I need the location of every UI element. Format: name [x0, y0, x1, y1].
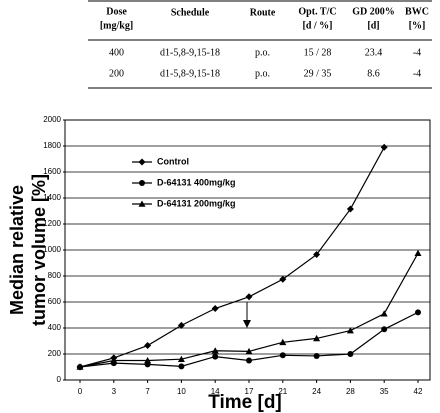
data-point: [211, 347, 219, 354]
legend-marker: [139, 180, 145, 186]
column-header: [%]: [409, 20, 426, 31]
x-tick-label: 28: [346, 387, 355, 396]
legend-label: D-64131 400mg/kg: [157, 177, 236, 187]
y-tick-label: 0: [57, 375, 62, 384]
y-tick-label: 1800: [43, 141, 61, 150]
table-cell: d1-5,8-9,15-18: [160, 47, 220, 58]
table-cell: -4: [413, 68, 421, 79]
annotation-arrow: [243, 302, 251, 328]
x-tick-label: 24: [312, 387, 321, 396]
y-tick-label: 1000: [43, 245, 61, 254]
data-point: [76, 363, 84, 370]
column-header: Schedule: [171, 7, 210, 18]
data-point: [279, 275, 287, 283]
series-line: [79, 147, 385, 368]
data-point: [279, 338, 287, 346]
table-cell: 200: [109, 68, 124, 79]
y-axis-label: Median relative: [7, 185, 27, 315]
column-header: GD 200%: [352, 6, 395, 17]
y-axis-label: tumor volume [%]: [29, 174, 49, 326]
x-tick-label: 35: [380, 387, 389, 396]
data-point: [110, 357, 118, 364]
table-cell: 15 / 28: [304, 47, 332, 58]
table-cell: 29 / 35: [304, 68, 332, 79]
y-tick-label: 1200: [43, 219, 61, 228]
data-point: [211, 305, 219, 312]
data-point: [346, 327, 354, 334]
data-point: [415, 309, 421, 316]
table-cell: d1-5,8-9,15-18: [160, 68, 220, 79]
data-point: [246, 357, 252, 364]
table-cell: p.o.: [255, 47, 270, 58]
table-cell: 8.6: [367, 68, 380, 79]
y-tick-label: 600: [48, 297, 62, 306]
data-point: [177, 321, 185, 329]
data-point: [381, 326, 388, 333]
x-tick-label: 3: [112, 387, 117, 396]
table: [88, 0, 432, 89]
column-header: BWC: [405, 6, 429, 17]
data-point: [144, 357, 152, 364]
y-tick-label: 400: [48, 323, 62, 332]
data-point: [144, 342, 152, 350]
data-point: [346, 205, 354, 213]
x-tick-label: 7: [145, 387, 150, 396]
y-tick-label: 1400: [43, 193, 61, 202]
x-tick-label: 17: [245, 387, 254, 396]
legend-label: D-64131 200mg/kg: [157, 198, 236, 208]
legend-marker: [138, 200, 146, 207]
y-tick-label: 2000: [43, 115, 61, 124]
arrow-head: [243, 320, 251, 328]
data-point: [347, 351, 354, 357]
x-tick-label: 0: [78, 387, 83, 396]
data-point: [177, 355, 185, 362]
legend-label: Control: [157, 156, 189, 166]
column-header: Dose: [106, 6, 127, 17]
data-point: [414, 249, 422, 257]
x-tick-label: 14: [211, 387, 220, 396]
data-point: [178, 363, 185, 370]
y-tick-label: 800: [48, 271, 62, 280]
data-point: [212, 353, 219, 360]
x-tick-label: 21: [278, 387, 287, 396]
data-point: [313, 352, 320, 359]
legend-marker: [138, 158, 146, 166]
x-axis-label: Time [d]: [208, 392, 282, 413]
table-cell: 400: [109, 47, 124, 58]
y-tick-label: 200: [48, 349, 62, 358]
data-point: [380, 310, 388, 317]
column-header: [d / %]: [303, 20, 333, 31]
x-tick-label: 10: [177, 387, 186, 396]
table-cell: p.o.: [255, 68, 270, 79]
column-header: [mg/kg]: [100, 20, 133, 31]
data-point: [380, 143, 388, 151]
data-point: [313, 334, 321, 342]
data-point: [245, 293, 253, 301]
column-header: [d]: [367, 20, 379, 31]
y-tick-label: 1600: [43, 167, 61, 176]
data-point: [313, 251, 321, 259]
data-point: [279, 352, 286, 359]
column-header: Route: [250, 7, 276, 18]
table-cell: -4: [413, 47, 421, 58]
column-header: Opt. T/C: [298, 6, 336, 17]
data-point: [245, 347, 253, 355]
x-tick-label: 42: [414, 387, 423, 396]
table-cell: 23.4: [365, 47, 383, 58]
